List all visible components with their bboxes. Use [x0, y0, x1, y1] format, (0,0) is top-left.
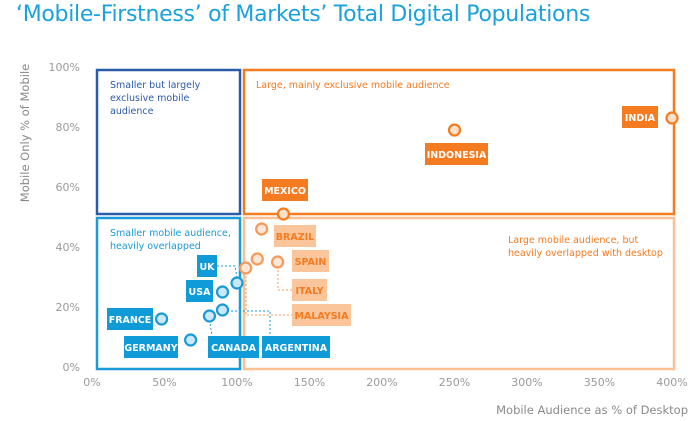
point-label-box	[292, 304, 351, 326]
x-tick-label: 150%	[294, 376, 325, 389]
point-label: MEXICO	[264, 186, 306, 197]
x-tick-label: 200%	[366, 376, 397, 389]
point-label: UK	[199, 262, 215, 273]
point-label: BRAZIL	[276, 232, 314, 243]
point-label-box	[292, 250, 329, 272]
x-axis-label: Mobile Audience as % of Desktop	[496, 403, 688, 417]
point-label: INDIA	[625, 113, 656, 124]
data-point	[447, 123, 462, 137]
x-tick-label: 350%	[584, 376, 615, 389]
quadrant-box	[242, 68, 676, 216]
x-tick-label: 50%	[152, 376, 176, 389]
quadrant-box	[95, 216, 242, 371]
x-tick-label: 400%	[656, 376, 687, 389]
y-tick-label: 40%	[56, 241, 80, 254]
connector-line	[208, 315, 213, 337]
point-label: MALAYSIA	[295, 311, 350, 322]
connector-line	[277, 262, 292, 291]
data-point	[230, 276, 244, 290]
data-point	[215, 285, 230, 299]
point-label-box	[262, 336, 330, 358]
x-tick-label: 250%	[439, 376, 470, 389]
data-point	[665, 111, 679, 125]
chart-title: ‘Mobile-Firstness’ of Markets’ Total Dig…	[16, 2, 591, 27]
point-label-box	[292, 279, 327, 301]
data-point	[215, 303, 230, 317]
quadrant-label: Smaller mobile audience, heavily overlapp…	[110, 228, 231, 252]
x-tick-label: 300%	[511, 376, 542, 389]
y-tick-label: 80%	[56, 121, 80, 134]
point-label: SPAIN	[295, 257, 327, 268]
data-point	[202, 309, 217, 323]
y-tick-label: 20%	[56, 301, 80, 314]
quadrant-label: Smaller but largely exclusive mobile audie…	[110, 80, 201, 117]
data-point	[250, 252, 264, 266]
point-label-box	[208, 336, 259, 358]
point-label-box	[425, 143, 488, 165]
point-label: FRANCE	[109, 315, 152, 326]
point-label-box	[622, 106, 658, 128]
connector-line	[245, 268, 292, 316]
data-point	[271, 255, 285, 269]
point-label-box	[186, 280, 213, 302]
point-label: GERMANY	[124, 343, 177, 354]
data-point	[184, 333, 198, 347]
y-axis-label: Mobile Only % of Mobile	[18, 64, 32, 202]
point-label-box	[124, 336, 178, 358]
y-tick-label: 100%	[49, 61, 80, 74]
y-tick-label: 60%	[56, 181, 80, 194]
y-tick-label: 0%	[63, 361, 80, 374]
x-tick-label: 100%	[221, 376, 252, 389]
point-label-box	[274, 225, 316, 247]
data-point	[239, 261, 253, 275]
point-label: USA	[189, 287, 212, 298]
quadrant-box	[242, 216, 676, 371]
point-label-box	[107, 308, 153, 330]
point-label: CANADA	[211, 343, 257, 354]
quadrant-box	[95, 68, 242, 216]
quadrant-label: Large, mainly exclusive mobile audience	[256, 80, 450, 91]
connector-line	[223, 310, 271, 336]
point-label-box	[197, 255, 217, 277]
x-tick-label: 0%	[83, 376, 100, 389]
point-label: ITALY	[295, 286, 323, 297]
point-label-box	[262, 179, 308, 201]
data-point	[155, 312, 169, 326]
quadrant-label: Large mobile audience, but heavily overla…	[508, 235, 663, 259]
point-label: ARGENTINA	[265, 343, 328, 354]
point-label: INDONESIA	[427, 150, 487, 161]
data-point	[276, 207, 290, 221]
data-point	[255, 222, 269, 236]
